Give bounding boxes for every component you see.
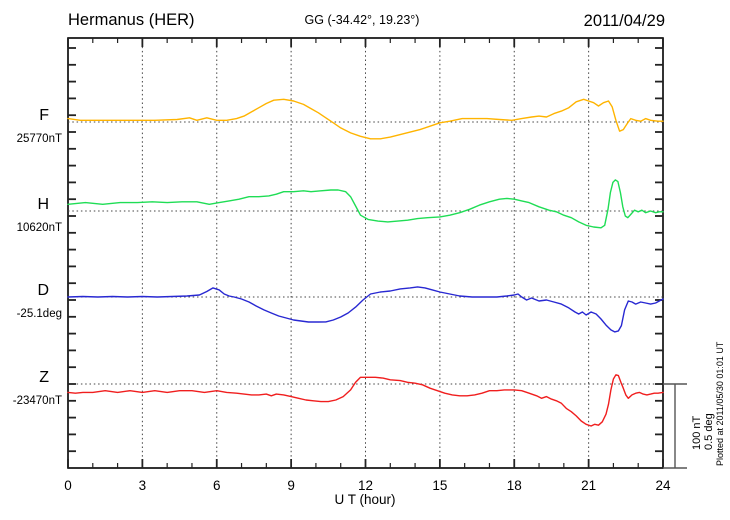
- x-tick-label-3: 3: [139, 478, 147, 493]
- trace-base-value-F: 25770nT: [17, 133, 62, 145]
- x-tick-label-0: 0: [64, 478, 72, 493]
- trace-base-value-Z: -23470nT: [13, 395, 62, 407]
- trace-Z: [67, 374, 664, 427]
- trace-F: [67, 98, 664, 140]
- trace-letter-D: D: [37, 282, 49, 299]
- plotted-at-footer: Plotted at 2011/05/30 01:01 UT: [715, 341, 725, 466]
- trace-letter-H: H: [37, 196, 49, 213]
- plot-content: 0 3 6 9 12 15 18 21 24 F 25770nT H 10620nT D -25.1deg Z…: [13, 38, 671, 493]
- x-tick-label-12: 12: [358, 478, 373, 493]
- scale-bar-deg-label: 0.5 deg: [703, 413, 715, 450]
- scale-bar: 100 nT 0.5 deg: [663, 383, 715, 469]
- station-title: Hermanus (HER): [68, 11, 195, 29]
- x-tick-label-15: 15: [432, 478, 447, 493]
- x-tick-label-21: 21: [581, 478, 596, 493]
- x-axis-title: U T (hour): [334, 492, 395, 507]
- x-tick-label-9: 9: [287, 478, 295, 493]
- trace-letter-F: F: [39, 107, 49, 124]
- trace-letter-Z: Z: [39, 369, 49, 386]
- trace-H: [67, 179, 664, 229]
- geographic-coords: GG (-34.42°, 19.23°): [305, 13, 420, 27]
- trace-base-value-H: 10620nT: [17, 222, 62, 234]
- trace-D: [67, 286, 664, 333]
- x-tick-label-24: 24: [655, 478, 671, 493]
- scale-bar-nt-label: 100 nT: [691, 415, 703, 450]
- plot-date: 2011/04/29: [584, 12, 665, 30]
- trace-base-value-D: -25.1deg: [17, 308, 62, 320]
- x-tick-label-6: 6: [213, 478, 221, 493]
- x-tick-label-18: 18: [507, 478, 522, 493]
